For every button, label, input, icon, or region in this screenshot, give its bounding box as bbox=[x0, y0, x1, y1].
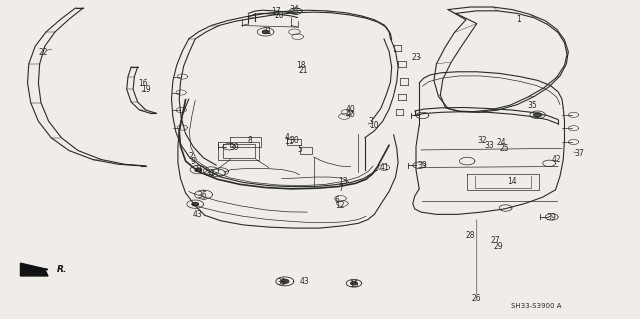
Text: 35: 35 bbox=[527, 101, 538, 110]
Text: 12: 12 bbox=[335, 201, 344, 210]
Text: 38: 38 bbox=[276, 278, 287, 287]
Text: 36: 36 bbox=[197, 191, 207, 200]
Text: 11: 11 bbox=[285, 137, 294, 146]
Text: 15: 15 bbox=[349, 280, 359, 289]
Text: 10: 10 bbox=[369, 121, 379, 130]
Text: 23: 23 bbox=[411, 53, 421, 62]
Text: 29: 29 bbox=[493, 242, 503, 251]
Text: 21: 21 bbox=[299, 66, 308, 75]
Text: 42: 42 bbox=[552, 155, 562, 164]
Text: 30: 30 bbox=[289, 137, 300, 145]
Text: 5: 5 bbox=[297, 145, 302, 154]
Text: 4: 4 bbox=[284, 133, 289, 142]
Text: 14: 14 bbox=[507, 177, 517, 186]
Polygon shape bbox=[262, 30, 269, 33]
Text: 9: 9 bbox=[191, 157, 196, 166]
Polygon shape bbox=[281, 279, 289, 283]
Text: 1: 1 bbox=[516, 15, 521, 24]
Text: 24: 24 bbox=[497, 138, 507, 147]
Text: 33: 33 bbox=[484, 141, 494, 150]
Polygon shape bbox=[192, 203, 198, 206]
Text: 19: 19 bbox=[141, 85, 151, 94]
Text: 34: 34 bbox=[289, 5, 300, 14]
Text: R.: R. bbox=[56, 265, 67, 274]
Text: 37: 37 bbox=[574, 149, 584, 158]
Text: 43: 43 bbox=[192, 210, 202, 219]
Text: 20: 20 bbox=[275, 11, 285, 20]
Text: 31: 31 bbox=[193, 165, 203, 174]
Text: 39: 39 bbox=[229, 143, 239, 152]
Text: 22: 22 bbox=[39, 48, 48, 57]
Text: 32: 32 bbox=[477, 137, 488, 145]
Text: SH33-S3900 A: SH33-S3900 A bbox=[511, 303, 561, 308]
Text: 31: 31 bbox=[205, 169, 215, 178]
Text: 40: 40 bbox=[345, 105, 355, 114]
Text: 17: 17 bbox=[271, 7, 282, 16]
Text: 39: 39 bbox=[547, 213, 557, 222]
Text: 7: 7 bbox=[338, 184, 343, 193]
Text: 41: 41 bbox=[379, 163, 389, 172]
Polygon shape bbox=[195, 168, 202, 171]
Text: 31: 31 bbox=[262, 27, 273, 36]
Text: 6: 6 bbox=[335, 197, 340, 205]
Text: 26: 26 bbox=[472, 294, 482, 303]
Text: 27: 27 bbox=[490, 236, 500, 245]
Text: 28: 28 bbox=[466, 231, 475, 240]
Polygon shape bbox=[534, 113, 541, 117]
Text: 13: 13 bbox=[338, 177, 348, 186]
Text: 16: 16 bbox=[138, 79, 148, 88]
Text: 40: 40 bbox=[345, 110, 355, 119]
Polygon shape bbox=[20, 263, 48, 276]
Text: 25: 25 bbox=[499, 144, 509, 153]
Text: 39: 39 bbox=[417, 161, 428, 170]
Text: 43: 43 bbox=[300, 277, 310, 286]
Text: 3: 3 bbox=[369, 117, 374, 126]
Text: 8: 8 bbox=[247, 136, 252, 145]
Text: 18: 18 bbox=[296, 61, 305, 70]
Text: 2: 2 bbox=[188, 152, 193, 161]
Polygon shape bbox=[351, 282, 357, 285]
